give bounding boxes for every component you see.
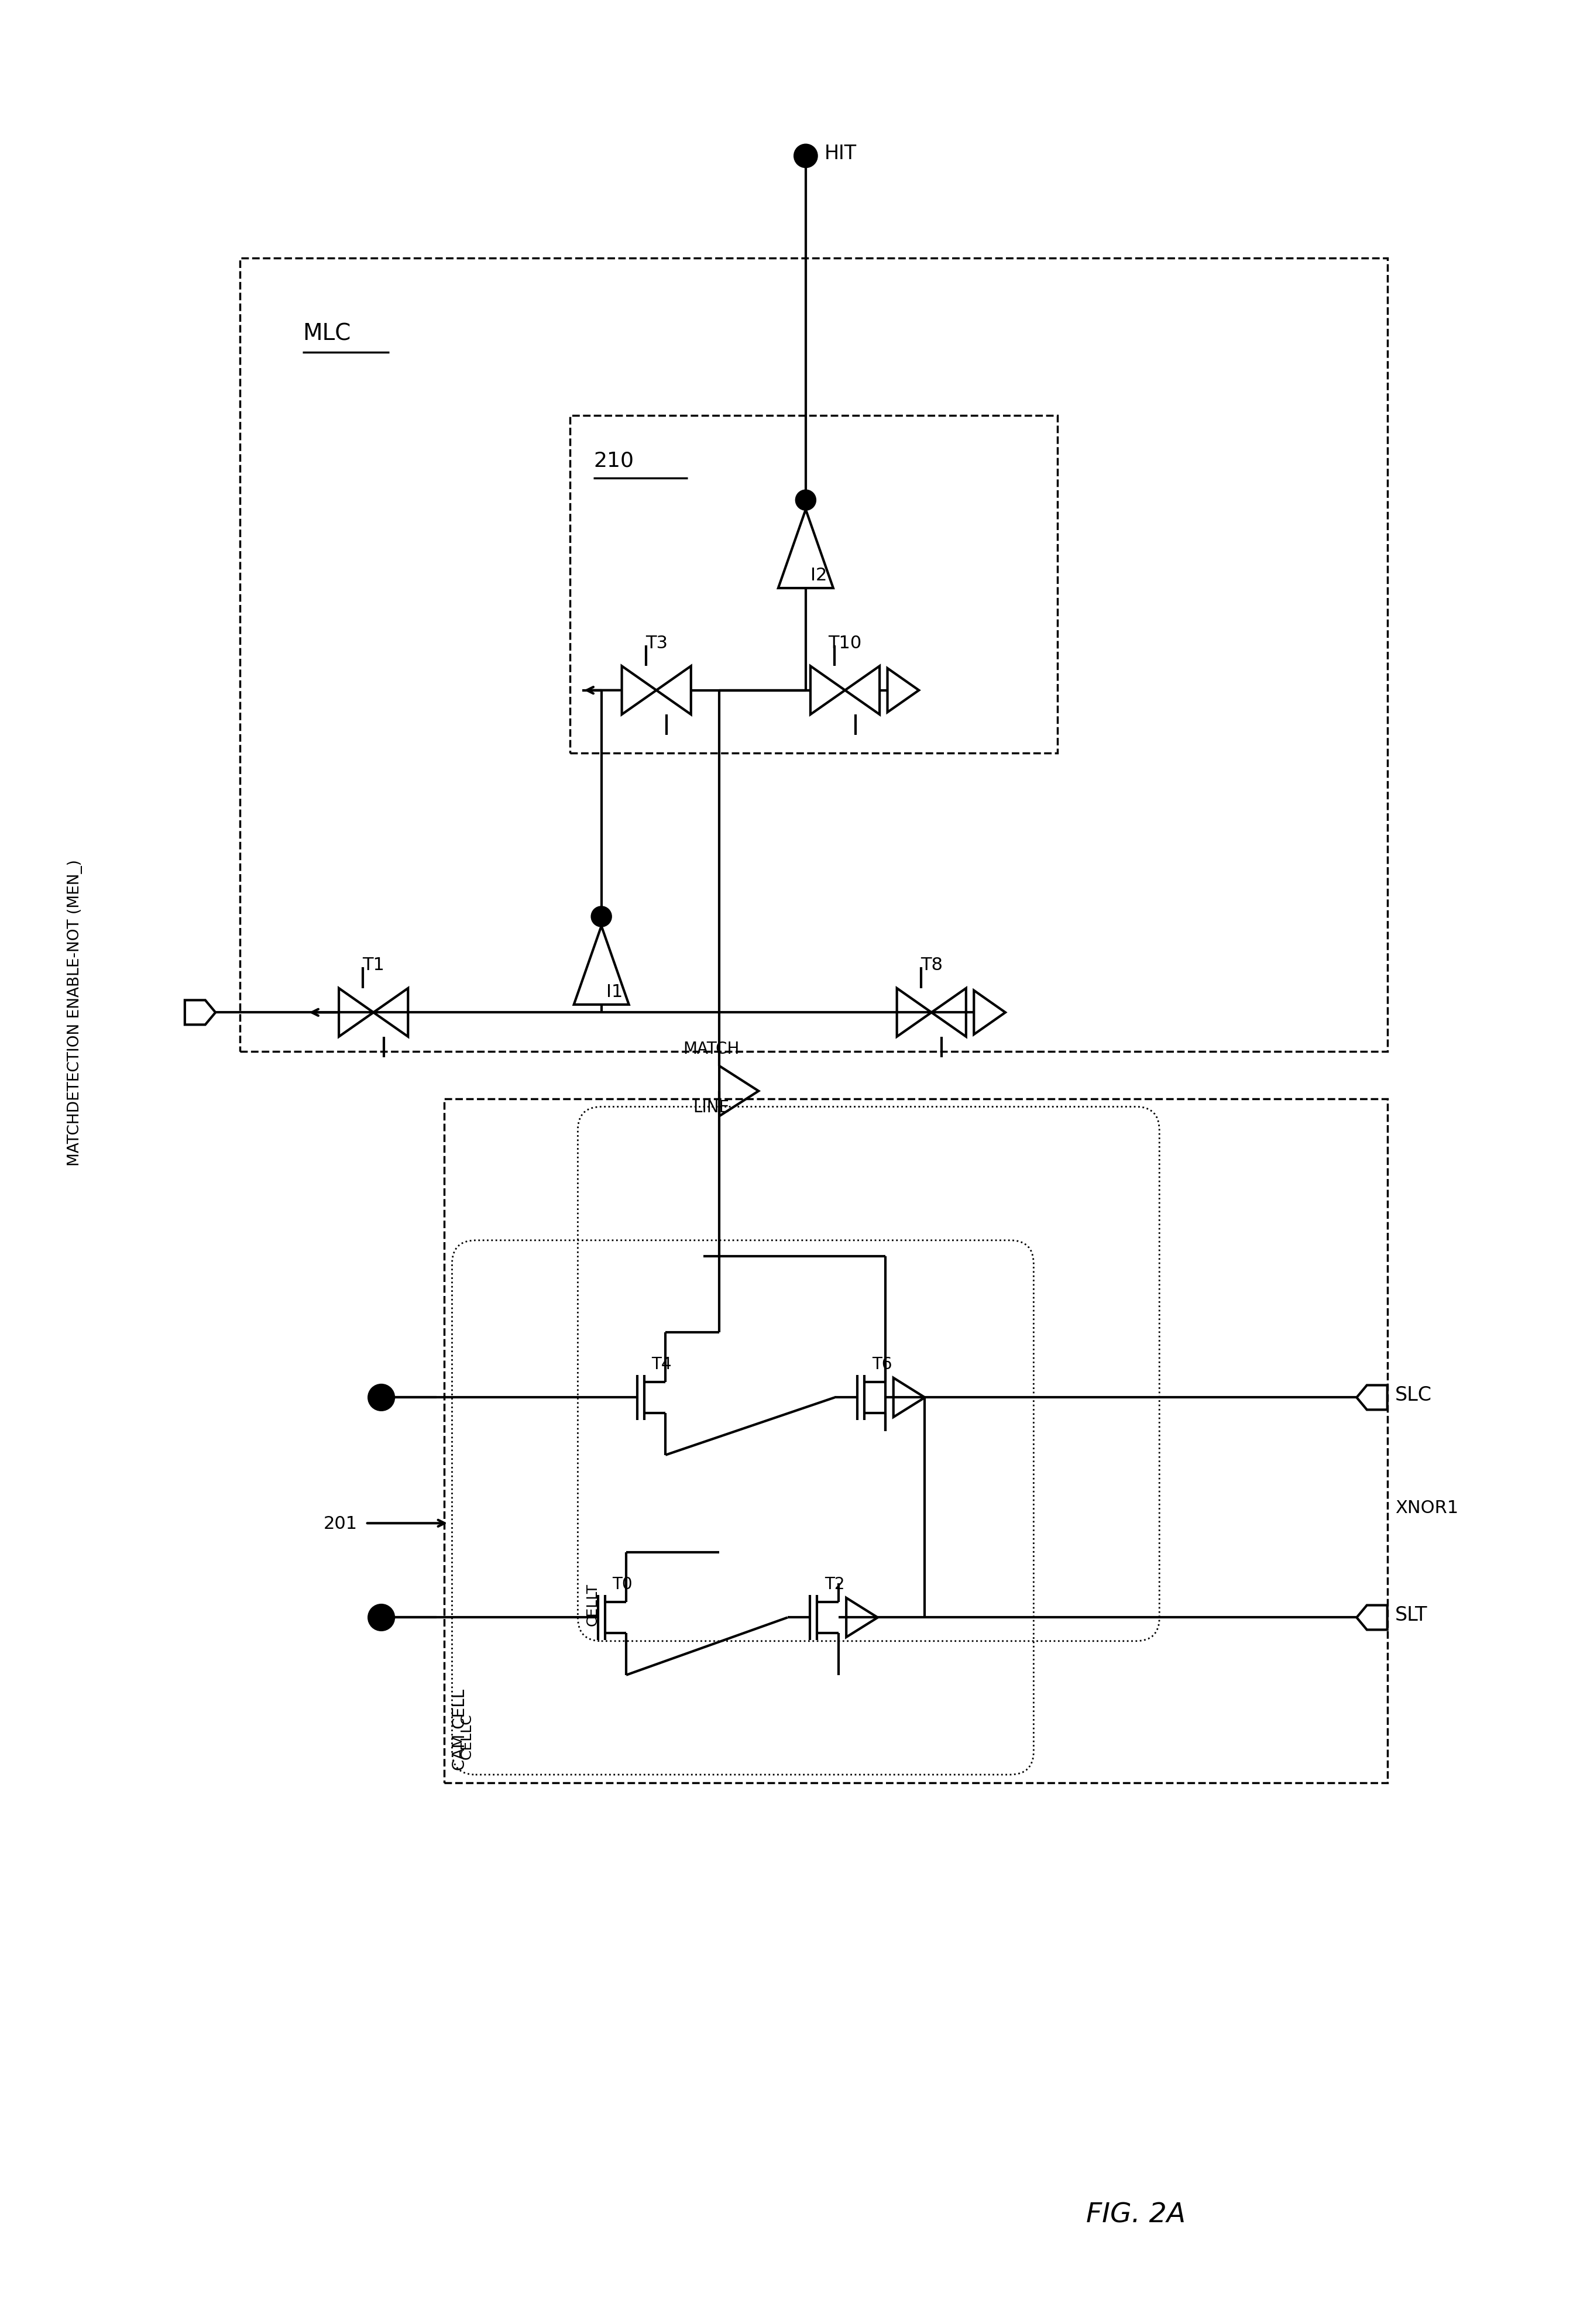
- Text: T0: T0: [613, 1576, 632, 1592]
- Text: HIT: HIT: [825, 144, 856, 163]
- Text: XNOR1: XNOR1: [1395, 1499, 1458, 1515]
- Text: T10: T10: [828, 634, 861, 651]
- Text: SLT: SLT: [1395, 1606, 1428, 1624]
- Text: 201: 201: [324, 1515, 357, 1532]
- Text: MLC: MLC: [303, 323, 351, 344]
- Text: FIG. 2A: FIG. 2A: [1085, 2201, 1185, 2229]
- Text: T8: T8: [920, 957, 943, 974]
- Text: T2: T2: [825, 1576, 845, 1592]
- Text: MATCH: MATCH: [683, 1041, 739, 1057]
- Circle shape: [796, 490, 815, 509]
- Text: T3: T3: [645, 634, 667, 651]
- Circle shape: [592, 906, 611, 927]
- Text: MATCHDETECTION ENABLE-NOT (MEN_): MATCHDETECTION ENABLE-NOT (MEN_): [68, 860, 82, 1167]
- Bar: [570, 416, 1057, 753]
- Text: 210: 210: [594, 451, 634, 472]
- Text: T6: T6: [872, 1355, 893, 1371]
- Circle shape: [368, 1385, 393, 1411]
- Text: CELLT: CELLT: [586, 1583, 600, 1624]
- Text: I2: I2: [811, 567, 826, 583]
- Text: T1: T1: [362, 957, 384, 974]
- Bar: [444, 1099, 1387, 1783]
- Circle shape: [368, 1606, 393, 1629]
- Circle shape: [795, 146, 817, 167]
- Text: CELLC: CELLC: [460, 1713, 474, 1759]
- Text: I1: I1: [607, 983, 623, 999]
- Text: T4: T4: [651, 1355, 672, 1371]
- Bar: [240, 258, 1387, 1053]
- Text: CAM CELL: CAM CELL: [452, 1690, 468, 1771]
- Text: SLC: SLC: [1395, 1385, 1431, 1404]
- Text: LINE: LINE: [694, 1099, 730, 1116]
